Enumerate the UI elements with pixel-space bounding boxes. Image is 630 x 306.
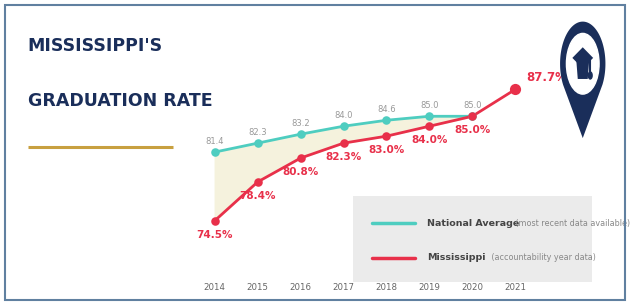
Point (295, 132, 306, 137)
Text: 2016: 2016 (290, 283, 312, 292)
Polygon shape (572, 47, 593, 69)
Circle shape (588, 72, 592, 79)
Point (338, 141, 348, 146)
Text: National Average: National Average (427, 219, 519, 228)
Text: 80.8%: 80.8% (282, 167, 319, 177)
Text: 85.0: 85.0 (420, 101, 438, 110)
Text: (most recent data available): (most recent data available) (513, 219, 630, 228)
Text: 2020: 2020 (461, 283, 483, 292)
Text: 87.7%: 87.7% (526, 72, 567, 84)
Text: 83.0%: 83.0% (369, 145, 404, 155)
Text: (accountability year data): (accountability year data) (490, 253, 596, 262)
Point (510, 87, 520, 92)
Text: 85.0: 85.0 (463, 101, 481, 110)
FancyBboxPatch shape (353, 196, 592, 282)
Point (210, 218, 220, 223)
Point (467, 114, 478, 119)
Text: 2018: 2018 (375, 283, 398, 292)
Point (381, 118, 391, 123)
Point (210, 150, 220, 155)
Text: 74.5%: 74.5% (197, 230, 233, 240)
Text: MISSISSIPPI'S: MISSISSIPPI'S (28, 37, 163, 55)
Text: 84.6: 84.6 (377, 105, 396, 114)
Point (338, 124, 348, 129)
Text: 82.3%: 82.3% (326, 152, 362, 162)
Point (381, 134, 391, 139)
Polygon shape (576, 60, 589, 79)
Text: 84.0%: 84.0% (411, 135, 447, 145)
Text: 82.3: 82.3 (248, 128, 267, 137)
Point (425, 114, 435, 119)
Point (253, 179, 263, 184)
Text: 81.4: 81.4 (205, 136, 224, 146)
Text: 2017: 2017 (333, 283, 355, 292)
Text: 85.0%: 85.0% (454, 125, 490, 135)
Polygon shape (560, 22, 605, 138)
Text: GRADUATION RATE: GRADUATION RATE (28, 92, 212, 110)
Text: 2014: 2014 (203, 283, 226, 292)
Point (295, 156, 306, 161)
Text: 2021: 2021 (504, 283, 526, 292)
Text: 78.4%: 78.4% (239, 191, 276, 201)
Text: 2015: 2015 (247, 283, 268, 292)
Point (253, 141, 263, 146)
Text: 2019: 2019 (418, 283, 440, 292)
Point (425, 124, 435, 129)
Text: 83.2: 83.2 (291, 119, 310, 128)
Point (467, 114, 478, 119)
Circle shape (566, 33, 599, 94)
Text: Mississippi: Mississippi (427, 253, 486, 262)
Text: 84.0: 84.0 (335, 111, 353, 120)
